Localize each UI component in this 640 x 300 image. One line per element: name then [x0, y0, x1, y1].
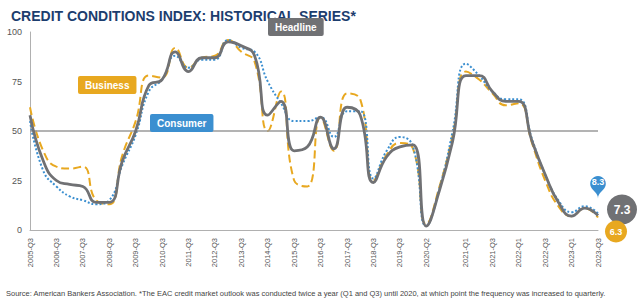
svg-text:2022-Q1: 2022-Q1 [514, 238, 523, 267]
svg-text:2023-Q1: 2023-Q1 [567, 238, 576, 267]
svg-text:8.3: 8.3 [592, 177, 605, 187]
svg-text:50: 50 [12, 126, 22, 136]
svg-text:CREDIT CONDITIONS INDEX: HISTO: CREDIT CONDITIONS INDEX: HISTORICAL SERI… [11, 8, 356, 24]
svg-text:2022-Q3: 2022-Q3 [541, 238, 550, 267]
svg-text:2019-Q3: 2019-Q3 [395, 238, 404, 267]
svg-text:0: 0 [17, 225, 22, 235]
svg-text:2009-Q3: 2009-Q3 [131, 238, 140, 267]
svg-text:25: 25 [12, 176, 22, 186]
svg-text:2013-Q3: 2013-Q3 [237, 238, 246, 267]
svg-text:2015-Q3: 2015-Q3 [290, 238, 299, 267]
svg-text:Consumer: Consumer [157, 118, 207, 129]
svg-text:75: 75 [12, 77, 22, 87]
svg-text:2007-Q3: 2007-Q3 [78, 238, 87, 267]
svg-text:2006-Q3: 2006-Q3 [52, 238, 61, 267]
svg-text:2014-Q3: 2014-Q3 [263, 238, 272, 267]
svg-text:100: 100 [7, 27, 22, 37]
svg-text:2012-Q3: 2012-Q3 [210, 238, 219, 267]
svg-text:Business: Business [85, 80, 130, 91]
svg-text:2017-Q3: 2017-Q3 [343, 238, 352, 267]
svg-text:6.3: 6.3 [610, 227, 623, 237]
svg-text:2021-Q3: 2021-Q3 [488, 238, 497, 267]
svg-text:2010-Q3: 2010-Q3 [158, 238, 167, 267]
svg-text:2023-Q3: 2023-Q3 [594, 238, 603, 267]
svg-text:2011-Q3: 2011-Q3 [184, 238, 193, 267]
svg-text:2005-Q3: 2005-Q3 [26, 238, 35, 267]
svg-text:2021-Q1: 2021-Q1 [461, 238, 470, 267]
svg-text:Headline: Headline [275, 22, 317, 33]
svg-text:2018-Q3: 2018-Q3 [369, 238, 378, 267]
svg-text:2016-Q3: 2016-Q3 [316, 238, 325, 267]
svg-text:2020-Q2: 2020-Q2 [422, 238, 431, 267]
svg-text:7.3: 7.3 [614, 203, 631, 217]
svg-text:Source: American Bankers Assoc: Source: American Bankers Association. *T… [6, 289, 605, 298]
svg-text:2008-Q3: 2008-Q3 [105, 238, 114, 267]
